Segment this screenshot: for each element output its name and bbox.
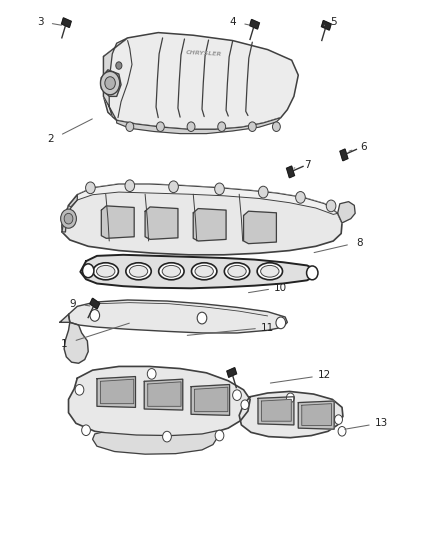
Polygon shape <box>258 397 293 425</box>
Polygon shape <box>101 70 121 96</box>
Circle shape <box>116 62 122 69</box>
Polygon shape <box>97 376 135 407</box>
Polygon shape <box>249 20 259 29</box>
Circle shape <box>272 122 280 132</box>
Circle shape <box>337 426 345 436</box>
Text: 2: 2 <box>48 134 54 144</box>
Circle shape <box>100 71 120 95</box>
Ellipse shape <box>191 263 216 280</box>
Circle shape <box>162 431 171 442</box>
Polygon shape <box>239 391 342 438</box>
Polygon shape <box>92 430 219 454</box>
Circle shape <box>217 122 225 132</box>
Ellipse shape <box>96 265 115 277</box>
Ellipse shape <box>158 263 184 280</box>
Circle shape <box>248 122 256 132</box>
Text: 13: 13 <box>374 418 387 429</box>
Text: 7: 7 <box>303 160 310 171</box>
Circle shape <box>232 390 241 400</box>
Circle shape <box>156 122 164 132</box>
Circle shape <box>60 209 76 228</box>
Polygon shape <box>117 118 280 134</box>
Polygon shape <box>339 149 347 161</box>
Text: 12: 12 <box>317 370 330 381</box>
Polygon shape <box>193 208 226 241</box>
Text: 6: 6 <box>360 142 367 152</box>
Ellipse shape <box>93 263 118 280</box>
Text: 4: 4 <box>229 17 235 27</box>
Polygon shape <box>286 166 294 177</box>
Circle shape <box>276 317 285 329</box>
Text: 8: 8 <box>355 238 362 247</box>
Circle shape <box>81 425 90 435</box>
Polygon shape <box>148 382 180 406</box>
Circle shape <box>82 264 94 278</box>
Circle shape <box>325 200 335 212</box>
Circle shape <box>258 186 268 198</box>
Polygon shape <box>101 206 134 238</box>
Circle shape <box>125 180 134 191</box>
Ellipse shape <box>227 265 246 277</box>
Text: 9: 9 <box>70 298 76 309</box>
Text: 1: 1 <box>61 338 67 349</box>
Ellipse shape <box>129 265 148 277</box>
Ellipse shape <box>194 265 213 277</box>
Polygon shape <box>68 184 337 214</box>
Polygon shape <box>61 18 71 27</box>
Polygon shape <box>297 401 333 429</box>
Circle shape <box>168 181 178 192</box>
Circle shape <box>334 415 342 424</box>
Ellipse shape <box>257 263 282 280</box>
Polygon shape <box>62 184 341 255</box>
Circle shape <box>295 191 304 203</box>
Circle shape <box>85 182 95 193</box>
Circle shape <box>214 183 224 195</box>
Ellipse shape <box>260 265 279 277</box>
Polygon shape <box>301 403 331 425</box>
Circle shape <box>187 122 194 132</box>
Polygon shape <box>243 211 276 244</box>
Polygon shape <box>144 379 182 410</box>
Circle shape <box>306 266 317 280</box>
Polygon shape <box>60 314 88 364</box>
Text: 10: 10 <box>274 283 287 293</box>
Polygon shape <box>321 21 330 30</box>
Polygon shape <box>103 33 297 130</box>
Polygon shape <box>226 368 236 377</box>
Polygon shape <box>145 207 177 239</box>
Polygon shape <box>194 387 227 411</box>
Circle shape <box>240 400 248 409</box>
Polygon shape <box>62 195 77 232</box>
Ellipse shape <box>224 263 249 280</box>
Text: CHRYSLER: CHRYSLER <box>186 51 222 58</box>
Polygon shape <box>100 379 134 403</box>
Text: 3: 3 <box>37 17 43 27</box>
Polygon shape <box>68 300 287 333</box>
Polygon shape <box>90 298 99 309</box>
Circle shape <box>126 122 134 132</box>
Ellipse shape <box>126 263 151 280</box>
Circle shape <box>64 213 73 224</box>
Polygon shape <box>191 384 229 415</box>
Text: 5: 5 <box>329 17 336 27</box>
Ellipse shape <box>162 265 180 277</box>
Circle shape <box>75 384 84 395</box>
Polygon shape <box>80 255 315 288</box>
Polygon shape <box>337 201 354 223</box>
Polygon shape <box>103 38 127 120</box>
Polygon shape <box>261 399 290 421</box>
Circle shape <box>197 312 206 324</box>
Text: 11: 11 <box>261 322 274 333</box>
Circle shape <box>90 310 99 321</box>
Circle shape <box>215 430 223 441</box>
Circle shape <box>105 77 115 90</box>
Polygon shape <box>68 367 250 438</box>
Circle shape <box>286 393 293 402</box>
Circle shape <box>147 368 155 379</box>
